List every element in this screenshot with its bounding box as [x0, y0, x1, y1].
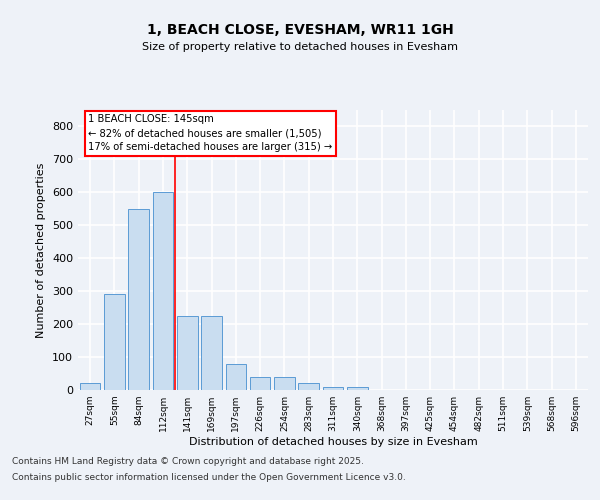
- Y-axis label: Number of detached properties: Number of detached properties: [37, 162, 46, 338]
- Text: Contains HM Land Registry data © Crown copyright and database right 2025.: Contains HM Land Registry data © Crown c…: [12, 458, 364, 466]
- Bar: [177, 316, 197, 390]
- Text: Size of property relative to detached houses in Evesham: Size of property relative to detached ho…: [142, 42, 458, 52]
- X-axis label: Distribution of detached houses by size in Evesham: Distribution of detached houses by size …: [188, 437, 478, 447]
- Bar: [201, 316, 222, 390]
- Text: 1 BEACH CLOSE: 145sqm
← 82% of detached houses are smaller (1,505)
17% of semi-d: 1 BEACH CLOSE: 145sqm ← 82% of detached …: [88, 114, 332, 152]
- Bar: [250, 378, 271, 390]
- Bar: [298, 383, 319, 390]
- Bar: [347, 388, 368, 390]
- Text: Contains public sector information licensed under the Open Government Licence v3: Contains public sector information licen…: [12, 472, 406, 482]
- Text: 1, BEACH CLOSE, EVESHAM, WR11 1GH: 1, BEACH CLOSE, EVESHAM, WR11 1GH: [146, 22, 454, 36]
- Bar: [152, 192, 173, 390]
- Bar: [80, 383, 100, 390]
- Bar: [274, 378, 295, 390]
- Bar: [128, 210, 149, 390]
- Bar: [323, 386, 343, 390]
- Bar: [226, 364, 246, 390]
- Bar: [104, 294, 125, 390]
